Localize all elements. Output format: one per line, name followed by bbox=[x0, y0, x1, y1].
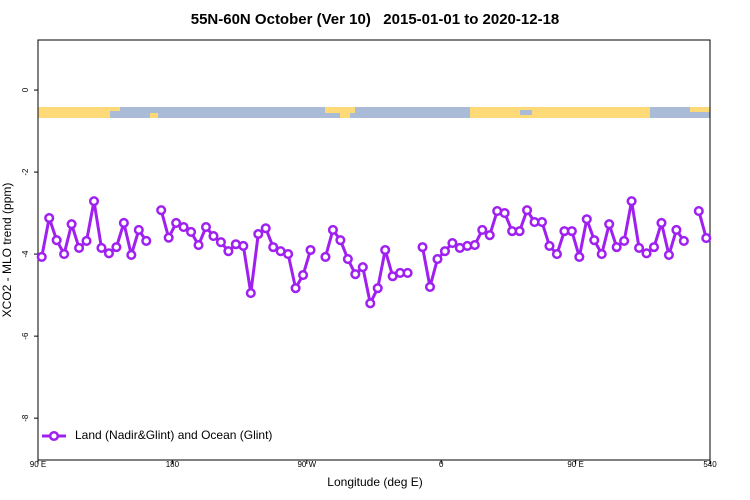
data-point bbox=[581, 214, 592, 225]
data-point bbox=[66, 219, 77, 230]
data-point bbox=[357, 262, 368, 273]
data-point bbox=[238, 240, 249, 251]
data-point bbox=[163, 232, 174, 243]
x-tick-label: 90 E bbox=[567, 460, 583, 469]
data-point bbox=[253, 228, 264, 240]
data-point bbox=[81, 235, 92, 247]
data-point bbox=[268, 242, 279, 253]
y-axis-label: XCO2 - MLO trend (ppm) bbox=[0, 183, 14, 318]
y-tick-label: -4 bbox=[21, 250, 30, 258]
data-point bbox=[111, 242, 122, 253]
data-point bbox=[604, 219, 615, 230]
data-point bbox=[141, 235, 152, 247]
data-point bbox=[260, 223, 271, 234]
data-point bbox=[544, 240, 555, 251]
data-point bbox=[634, 242, 645, 253]
data-point bbox=[290, 283, 301, 294]
x-tick-label: 90 E bbox=[30, 460, 46, 469]
land-ocean-strip bbox=[38, 107, 710, 118]
y-tick-label: -8 bbox=[21, 414, 30, 422]
data-point bbox=[380, 244, 391, 256]
data-point bbox=[51, 235, 62, 246]
data-point bbox=[365, 298, 376, 309]
data-point bbox=[566, 226, 577, 237]
data-point bbox=[663, 249, 674, 260]
data-point bbox=[298, 269, 309, 281]
data-point bbox=[372, 283, 383, 294]
data-point bbox=[335, 235, 346, 246]
data-point bbox=[693, 205, 704, 217]
data-point bbox=[536, 217, 548, 228]
data-point bbox=[469, 240, 480, 251]
data-point bbox=[36, 251, 47, 263]
data-point bbox=[596, 249, 607, 260]
x-tick-label: 180 bbox=[166, 460, 180, 469]
data-point bbox=[342, 253, 353, 265]
data-point bbox=[514, 226, 525, 237]
x-tick-label: 0 bbox=[439, 460, 444, 469]
data-point bbox=[551, 249, 562, 260]
data-point bbox=[186, 226, 197, 238]
data-point bbox=[126, 249, 137, 260]
data-point bbox=[648, 242, 660, 253]
data-point bbox=[215, 237, 226, 248]
data-point bbox=[178, 221, 189, 233]
legend-marker bbox=[48, 430, 60, 442]
x-tick-label: 540 bbox=[703, 460, 717, 469]
y-tick-label: 0 bbox=[21, 87, 30, 92]
data-point bbox=[432, 253, 443, 265]
data-point bbox=[484, 230, 495, 241]
data-point bbox=[103, 248, 114, 259]
data-point bbox=[208, 231, 219, 242]
data-point bbox=[671, 224, 682, 235]
data-point bbox=[96, 242, 107, 253]
data-point bbox=[574, 251, 585, 263]
data-point bbox=[320, 251, 331, 263]
y-tick-label: -6 bbox=[21, 332, 30, 340]
data-point bbox=[626, 196, 637, 207]
data-point bbox=[701, 233, 712, 244]
x-tick-label: 90 W bbox=[297, 460, 316, 469]
data-point bbox=[499, 208, 510, 219]
data-point bbox=[133, 224, 144, 235]
data-point bbox=[619, 235, 630, 247]
data-point bbox=[611, 242, 622, 253]
data-point bbox=[439, 246, 450, 257]
data-point bbox=[327, 224, 338, 235]
data-point bbox=[200, 221, 212, 233]
data-point bbox=[477, 224, 488, 235]
chart-title: 55N-60N October (Ver 10) 2015-01-01 to 2… bbox=[191, 11, 560, 28]
data-point bbox=[283, 249, 294, 260]
legend-label: Land (Nadir&Glint) and Ocean (Glint) bbox=[75, 428, 272, 442]
data-point bbox=[193, 240, 204, 251]
data-point bbox=[44, 212, 55, 224]
data-point bbox=[641, 248, 652, 259]
data-point bbox=[118, 217, 129, 228]
data-point bbox=[447, 237, 458, 249]
data-point bbox=[74, 242, 85, 253]
data-point bbox=[245, 288, 256, 299]
data-point bbox=[417, 242, 428, 253]
data-point bbox=[589, 235, 600, 246]
data-point bbox=[156, 205, 167, 216]
data-point bbox=[59, 249, 70, 260]
x-axis-label: Longitude (deg E) bbox=[327, 475, 422, 489]
data-point bbox=[656, 217, 667, 228]
data-point bbox=[402, 267, 413, 279]
plot-frame bbox=[37, 39, 711, 461]
y-tick-label: -2 bbox=[21, 168, 30, 176]
data-point bbox=[88, 196, 100, 207]
data-point bbox=[424, 281, 436, 292]
data-point bbox=[305, 244, 316, 256]
data-point bbox=[678, 235, 689, 247]
data-point bbox=[350, 269, 361, 280]
data-point bbox=[522, 205, 533, 216]
data-point bbox=[223, 246, 234, 257]
data-point bbox=[171, 217, 182, 228]
